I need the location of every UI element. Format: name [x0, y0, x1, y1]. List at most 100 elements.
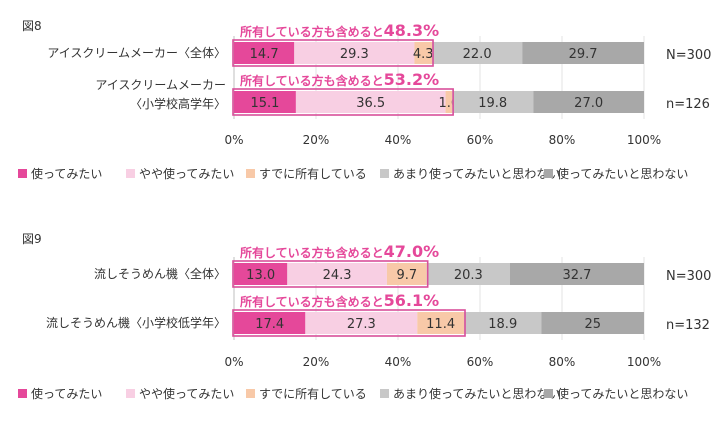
bar-value-label: 9.7: [396, 268, 417, 283]
callout-value: 47.0%: [384, 242, 440, 261]
bar-value-label: 20.3: [454, 268, 483, 283]
bar-segment: [533, 91, 644, 113]
legend-label: すでに所有している: [259, 167, 367, 181]
bar-segment: [426, 263, 510, 285]
legend-label: すでに所有している: [259, 387, 367, 401]
bar-segment: [295, 91, 446, 113]
legend-swatch: [126, 389, 135, 398]
bar-value-label: 36.5: [356, 96, 385, 111]
x-tick-label: 0%: [224, 133, 243, 147]
bar-value-label: 29.3: [340, 47, 369, 62]
bar-value-label: 32.7: [562, 268, 591, 283]
legend-label: 使ってみたいと思わない: [557, 386, 688, 401]
bar-value-label: 17.4: [255, 317, 284, 332]
callout-text: 所有している方も含めると56.1%: [240, 291, 439, 310]
sample-size-label: N=300: [666, 269, 711, 284]
bar-segment: [234, 91, 296, 113]
bar-value-label: 29.7: [569, 47, 598, 62]
legend-swatch: [126, 169, 135, 178]
legend-label: やや使ってみたい: [139, 386, 234, 401]
bar-segment: [234, 312, 306, 334]
bar-segment: [464, 312, 542, 334]
x-tick-label: 100%: [627, 355, 661, 369]
category-label: 〈小学校高学年〉: [130, 96, 226, 111]
bar-segment: [417, 312, 465, 334]
category-label: アイスクリームメーカー: [95, 78, 226, 92]
bar-segment: [509, 263, 644, 285]
callout-label: 所有している方も含めると: [240, 294, 384, 309]
chart-title: 図9: [22, 232, 42, 246]
callout-label: 所有している方も含めると: [240, 24, 384, 39]
legend-swatch: [18, 169, 27, 178]
bar-segment: [234, 263, 288, 285]
bar-value-label: 25: [584, 317, 601, 332]
bar-value-label: 27.3: [347, 317, 376, 332]
legend-swatch: [380, 389, 389, 398]
bar-segment: [541, 312, 644, 334]
callout-text: 所有している方も含めると53.2%: [240, 70, 439, 89]
bar-segment: [287, 263, 387, 285]
bar-value-label: 14.7: [250, 47, 279, 62]
category-label: アイスクリームメーカー〈全体〉: [47, 45, 226, 60]
x-tick-label: 60%: [467, 355, 494, 369]
callout-text: 所有している方も含めると48.3%: [240, 21, 439, 40]
callout-value: 48.3%: [384, 21, 440, 40]
x-tick-label: 60%: [467, 133, 494, 147]
legend-label: 使ってみたい: [31, 166, 102, 181]
callout-text: 所有している方も含めると47.0%: [240, 242, 439, 261]
legend-swatch: [544, 169, 553, 178]
bar-value-label: 4.3: [413, 47, 434, 62]
callout-value: 53.2%: [384, 70, 440, 89]
bar-value-label: 11.4: [426, 317, 455, 332]
bar-segment: [432, 42, 523, 64]
highlight-outline: [232, 309, 466, 337]
sample-size-label: n=132: [666, 318, 710, 333]
sample-size-label: n=126: [666, 97, 710, 112]
bar-segment: [414, 42, 433, 64]
highlight-outline: [232, 260, 429, 288]
x-tick-label: 20%: [303, 133, 330, 147]
highlight-outline: [232, 39, 434, 67]
bar-segment: [445, 91, 453, 113]
bar-value-label: 22.0: [463, 47, 492, 62]
category-label: 流しそうめん機〈小学校低学年〉: [46, 315, 226, 330]
chart-title: 図8: [22, 19, 42, 33]
bar-segment: [305, 312, 418, 334]
legend-label: やや使ってみたい: [139, 166, 234, 181]
callout-value: 56.1%: [384, 291, 440, 310]
legend-label: 使ってみたいと思わない: [557, 166, 688, 181]
callout-label: 所有している方も含めると: [240, 73, 384, 88]
bar-segment: [294, 42, 415, 64]
sample-size-label: N=300: [666, 48, 711, 63]
bar-value-label: 13.0: [246, 268, 275, 283]
bar-segment: [234, 42, 295, 64]
callout-label: 所有している方も含めると: [240, 245, 384, 260]
x-tick-label: 40%: [385, 133, 412, 147]
legend-swatch: [380, 169, 389, 178]
legend-swatch: [18, 389, 27, 398]
highlight-outline: [232, 88, 454, 116]
x-tick-label: 80%: [549, 133, 576, 147]
bar-value-label: 27.0: [574, 96, 603, 111]
legend-swatch: [246, 389, 255, 398]
legend-swatch: [544, 389, 553, 398]
bar-value-label: 15.1: [250, 96, 279, 111]
legend-swatch: [246, 169, 255, 178]
bar-segment: [386, 263, 427, 285]
category-label: 流しそうめん機〈全体〉: [94, 266, 226, 281]
bar-value-label: 18.9: [488, 317, 517, 332]
legend-label: あまり使ってみたいと思わない: [393, 166, 560, 181]
bar-value-label: 24.3: [323, 268, 352, 283]
bar-segment: [452, 91, 534, 113]
x-tick-label: 40%: [385, 355, 412, 369]
x-tick-label: 20%: [303, 355, 330, 369]
legend-label: あまり使ってみたいと思わない: [393, 386, 560, 401]
legend-label: 使ってみたい: [31, 386, 102, 401]
x-tick-label: 0%: [224, 355, 243, 369]
x-tick-label: 80%: [549, 355, 576, 369]
x-tick-label: 100%: [627, 133, 661, 147]
bar-value-label: 19.8: [478, 96, 507, 111]
bar-segment: [522, 42, 644, 64]
